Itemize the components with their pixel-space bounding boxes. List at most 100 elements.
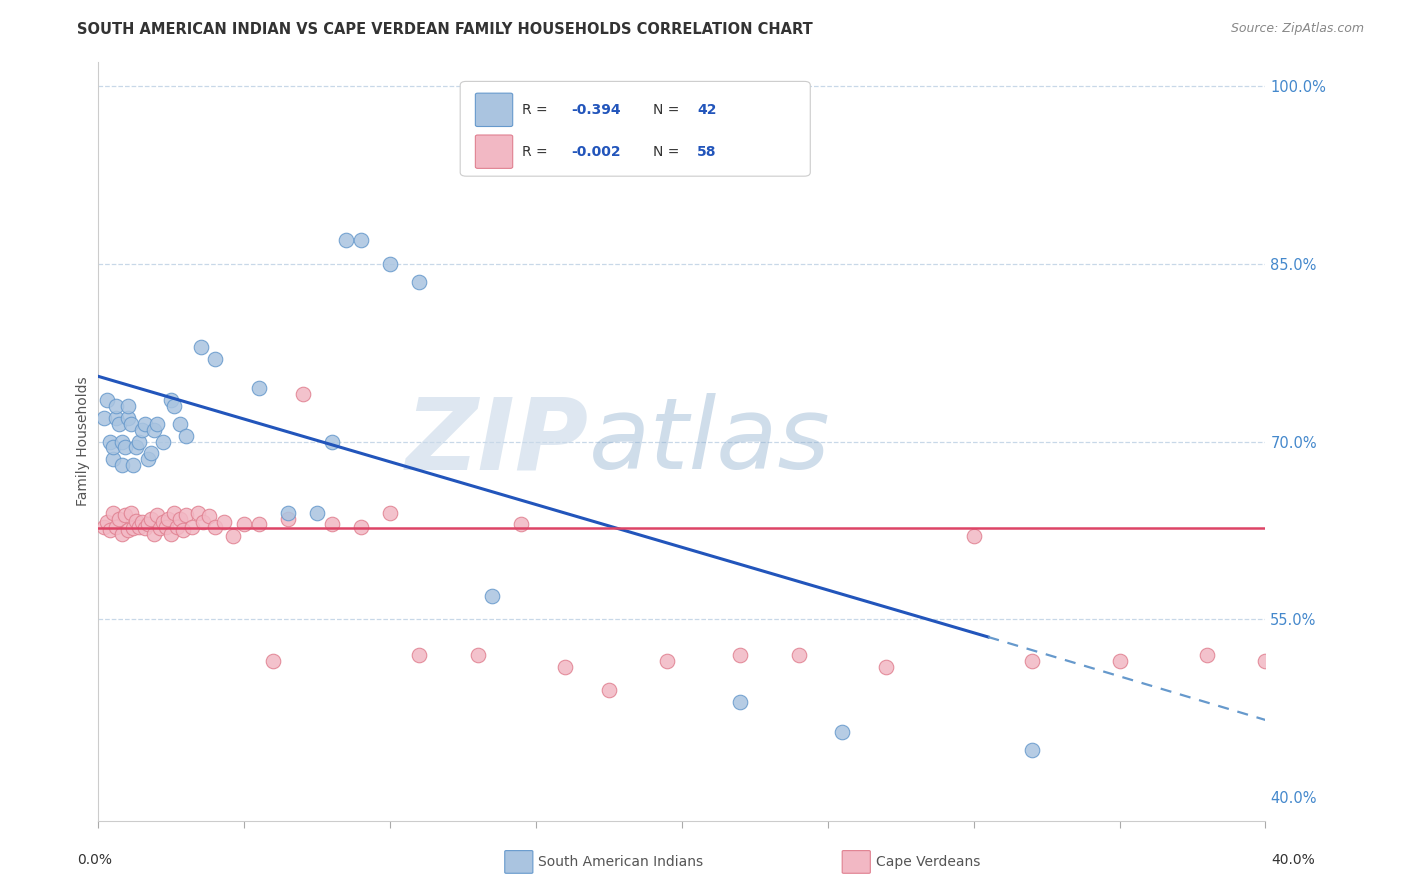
Point bbox=[380, 506, 402, 520]
FancyBboxPatch shape bbox=[475, 135, 513, 169]
Point bbox=[101, 441, 124, 455]
Point bbox=[131, 423, 153, 437]
Point bbox=[190, 340, 212, 354]
Point bbox=[1021, 654, 1043, 668]
Point bbox=[155, 520, 177, 534]
Point bbox=[101, 506, 124, 520]
Point bbox=[198, 509, 221, 524]
Point bbox=[408, 648, 430, 662]
Point bbox=[350, 233, 373, 247]
Point bbox=[122, 458, 145, 473]
Point bbox=[142, 423, 165, 437]
Point bbox=[93, 410, 115, 425]
Point bbox=[307, 506, 329, 520]
Point bbox=[111, 434, 134, 449]
Point bbox=[146, 508, 169, 522]
Point bbox=[335, 233, 357, 247]
Point bbox=[321, 434, 343, 449]
Point bbox=[321, 517, 343, 532]
Y-axis label: Family Households: Family Households bbox=[76, 376, 90, 507]
Point bbox=[152, 434, 174, 449]
Text: 0.0%: 0.0% bbox=[77, 853, 112, 867]
Text: South American Indians: South American Indians bbox=[538, 855, 703, 869]
Point bbox=[96, 393, 118, 408]
Point bbox=[160, 393, 183, 408]
Point bbox=[277, 506, 299, 520]
Point bbox=[114, 441, 136, 455]
Point bbox=[169, 417, 191, 431]
FancyBboxPatch shape bbox=[460, 81, 810, 177]
Point bbox=[262, 654, 284, 668]
Point bbox=[730, 648, 752, 662]
Point bbox=[139, 511, 162, 525]
Point bbox=[187, 506, 209, 520]
Point bbox=[146, 417, 169, 431]
Point bbox=[136, 517, 159, 532]
Point bbox=[169, 511, 191, 525]
Point bbox=[875, 659, 897, 673]
FancyBboxPatch shape bbox=[475, 93, 513, 127]
Point bbox=[1021, 742, 1043, 756]
Point bbox=[117, 410, 139, 425]
Text: N =: N = bbox=[652, 103, 683, 117]
Point bbox=[128, 434, 150, 449]
Point bbox=[98, 524, 121, 538]
Point bbox=[174, 508, 197, 522]
Point bbox=[277, 511, 299, 525]
Point bbox=[787, 648, 810, 662]
Text: R =: R = bbox=[522, 145, 553, 159]
Point bbox=[111, 458, 134, 473]
Point bbox=[114, 508, 136, 522]
Text: atlas: atlas bbox=[589, 393, 830, 490]
Point bbox=[467, 648, 489, 662]
Point bbox=[291, 387, 314, 401]
Point bbox=[122, 521, 145, 535]
Point bbox=[554, 659, 576, 673]
Point bbox=[108, 511, 131, 525]
Point bbox=[1254, 654, 1277, 668]
Point bbox=[962, 529, 984, 543]
Point bbox=[117, 524, 139, 538]
Point bbox=[160, 527, 183, 541]
Text: R =: R = bbox=[522, 103, 553, 117]
Point bbox=[93, 520, 115, 534]
Point bbox=[172, 524, 194, 538]
Text: -0.394: -0.394 bbox=[571, 103, 620, 117]
Point bbox=[149, 521, 172, 535]
Point bbox=[598, 683, 620, 698]
Point bbox=[481, 589, 503, 603]
Point bbox=[730, 695, 752, 709]
Point bbox=[136, 452, 159, 467]
Point bbox=[157, 511, 180, 525]
Point bbox=[657, 654, 679, 668]
Point bbox=[104, 399, 127, 413]
Point bbox=[193, 515, 215, 529]
Point bbox=[350, 520, 373, 534]
Point bbox=[125, 441, 148, 455]
Text: 40.0%: 40.0% bbox=[1271, 853, 1315, 867]
Point bbox=[120, 417, 142, 431]
Point bbox=[831, 724, 853, 739]
Text: ZIP: ZIP bbox=[405, 393, 589, 490]
Point bbox=[142, 527, 165, 541]
Point bbox=[108, 417, 131, 431]
Point bbox=[96, 515, 118, 529]
Text: 58: 58 bbox=[697, 145, 717, 159]
Point bbox=[1195, 648, 1218, 662]
Text: -0.002: -0.002 bbox=[571, 145, 620, 159]
Point bbox=[233, 517, 256, 532]
Text: Source: ZipAtlas.com: Source: ZipAtlas.com bbox=[1230, 22, 1364, 36]
Point bbox=[134, 417, 156, 431]
Point bbox=[510, 517, 533, 532]
Point bbox=[180, 520, 202, 534]
Point bbox=[163, 506, 186, 520]
Point bbox=[111, 527, 134, 541]
Point bbox=[120, 506, 142, 520]
Text: Cape Verdeans: Cape Verdeans bbox=[876, 855, 980, 869]
Point bbox=[166, 520, 188, 534]
Point bbox=[139, 446, 162, 460]
Text: SOUTH AMERICAN INDIAN VS CAPE VERDEAN FAMILY HOUSEHOLDS CORRELATION CHART: SOUTH AMERICAN INDIAN VS CAPE VERDEAN FA… bbox=[77, 22, 813, 37]
Point bbox=[104, 520, 127, 534]
Point bbox=[408, 275, 430, 289]
Text: 42: 42 bbox=[697, 103, 717, 117]
